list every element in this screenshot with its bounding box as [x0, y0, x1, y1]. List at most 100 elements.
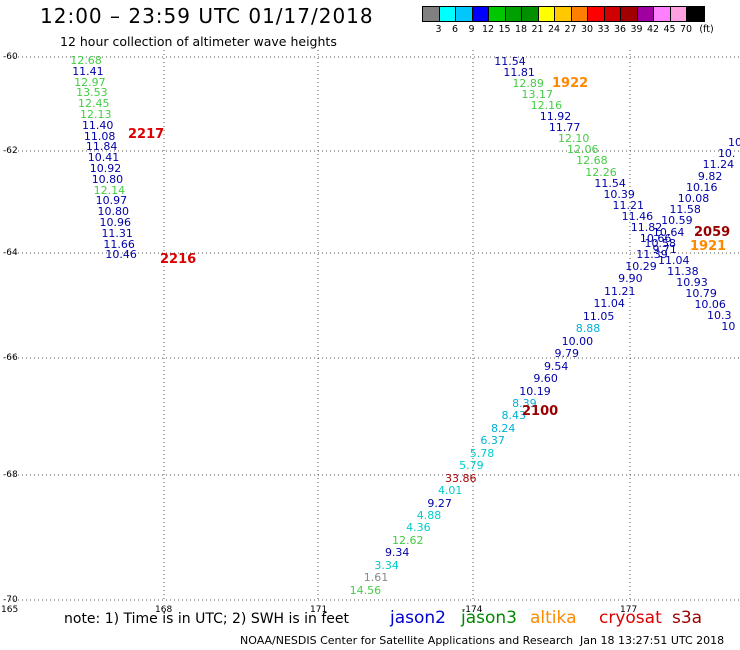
- pass-time-label: 1922: [552, 76, 589, 91]
- wave-height-value: 12.06: [567, 143, 599, 157]
- wave-height-value: 11.54: [494, 55, 526, 68]
- wave-height-value: 5.78: [469, 446, 495, 460]
- legend-label: 42: [646, 24, 660, 35]
- color-legend-bar: [422, 6, 705, 22]
- satellite-label-jason2: jason2: [390, 608, 446, 628]
- wave-height-value: 8.43: [501, 409, 527, 423]
- legend-swatch: [637, 7, 654, 21]
- satellite-label-altika: altika: [530, 608, 577, 628]
- wave-height-value: 10.59: [661, 214, 693, 228]
- satellite-label-jason3: jason3: [461, 608, 517, 628]
- wave-height-value: 9.71: [652, 242, 677, 256]
- lat-label: -62: [3, 146, 18, 156]
- wave-height-value: 9.90: [618, 272, 643, 286]
- lon-label: 168: [155, 605, 173, 615]
- legend-label: 3: [435, 24, 442, 35]
- pass-time-label: 2100: [522, 404, 559, 419]
- legend-label: 15: [498, 24, 511, 35]
- footer-credit: NOAA/NESDIS Center for Satellite Applica…: [240, 634, 574, 647]
- wave-height-value: 10.64: [652, 225, 685, 239]
- wave-height-value: 10.96: [99, 216, 132, 229]
- lon-label: 171: [310, 605, 328, 615]
- wave-height-value: 5.79: [459, 459, 484, 473]
- legend-swatch: [522, 7, 539, 21]
- pass-time-label: 2217: [128, 127, 165, 142]
- wave-height-value: 14.56: [349, 583, 382, 597]
- wave-height-value: 9.82: [697, 169, 723, 183]
- legend-swatch: [456, 7, 473, 21]
- wave-height-value: 12.45: [78, 97, 110, 111]
- wave-height-value: 10.97: [95, 194, 128, 208]
- color-legend-labels: 3 6 9 12 15 18 21 24 27 30 33 36 39 42 45 70 (ft): [0, 24, 740, 38]
- footer-timestamp: Jan 18 13:27:51 UTC 2018: [580, 634, 725, 647]
- lat-label: -60: [3, 52, 18, 62]
- legend-label: 24: [547, 24, 561, 35]
- legend-swatch: [621, 7, 638, 21]
- legend-swatch: [555, 7, 572, 21]
- wave-height-value: 12.16: [530, 99, 563, 113]
- pass-time-label: 2216: [160, 252, 197, 267]
- wave-height-value: 4.01: [437, 484, 463, 498]
- legend-swatch: [571, 7, 588, 21]
- lat-label: -64: [3, 248, 18, 258]
- wave-height-value: 4.88: [416, 509, 442, 522]
- legend-label: 30: [580, 24, 594, 35]
- wave-height-value: 11.46: [621, 209, 654, 223]
- wave-height-value: 11.77: [548, 121, 581, 135]
- wave-height-value: 10.80: [97, 205, 130, 219]
- wave-height-value: 11.05: [582, 309, 615, 323]
- wave-height-value: 11.38: [667, 264, 699, 278]
- wave-height-value: 12.26: [585, 165, 617, 179]
- legend-swatch: [472, 7, 489, 21]
- legend-label: 18: [514, 24, 528, 35]
- wave-height-value: 8.39: [512, 396, 537, 410]
- legend-swatch: [687, 7, 704, 21]
- pass-time-label: 1921: [690, 239, 727, 254]
- legend-label: 27: [564, 24, 577, 35]
- wave-height-value: 9.79: [554, 347, 580, 361]
- wave-height-value: 12.14: [93, 183, 126, 197]
- legend-swatch: [439, 7, 456, 21]
- wave-height-value: 1.61: [363, 571, 389, 585]
- wave-height-value: 11.66: [103, 237, 135, 251]
- legend-label: 6: [451, 24, 459, 35]
- wave-height-value: 10.39: [603, 187, 635, 201]
- legend-swatch: [588, 7, 605, 21]
- wave-height-value: 8.88: [575, 322, 601, 336]
- wave-height-value: 9.27: [427, 496, 452, 510]
- wave-height-value: 10.46: [105, 248, 137, 262]
- wave-height-value: 10.80: [91, 172, 124, 186]
- lat-label: -70: [3, 595, 18, 605]
- lat-label: -66: [3, 353, 18, 363]
- wave-height-value: 11.04: [593, 297, 625, 311]
- footnote: note: 1) Time is in UTC; 2) SWH is in fe…: [64, 611, 350, 627]
- legend-label: 9: [468, 24, 475, 35]
- wave-height-value: 11.92: [539, 110, 572, 124]
- wave-height-value: 11.21: [612, 198, 645, 212]
- wave-height-value: 10.29: [625, 260, 657, 273]
- wave-height-value: 12.10: [557, 132, 590, 146]
- wave-height-value: 10.16: [686, 180, 718, 194]
- wave-height-value: 11.04: [658, 253, 690, 267]
- legend-label: 36: [613, 24, 627, 35]
- legend-label: 39: [630, 24, 643, 35]
- page-subtitle: 12 hour collection of altimeter wave hei…: [60, 34, 337, 49]
- wave-height-value: 10.: [717, 147, 736, 161]
- legend-swatch: [505, 7, 522, 21]
- pass-time-label: 2059: [694, 225, 731, 240]
- wave-height-value: 8.24: [490, 421, 516, 435]
- legend-label: 45: [663, 24, 676, 35]
- lon-label: -174: [462, 605, 483, 615]
- wave-height-value: 10.3: [707, 309, 732, 323]
- lon-label: 165: [1, 605, 19, 615]
- legend-swatch: [670, 7, 687, 21]
- lat-label: -68: [3, 470, 18, 480]
- wave-height-value: 11.08: [83, 129, 116, 143]
- wave-height-value: 13.53: [76, 86, 108, 100]
- wave-height-value: 13.17: [521, 88, 554, 102]
- wave-height-value: 10.66: [639, 231, 672, 245]
- wave-height-value: 10.19: [519, 384, 551, 398]
- satellite-label-cryosat: cryosat: [599, 608, 662, 628]
- wave-height-value: 10.08: [677, 192, 710, 205]
